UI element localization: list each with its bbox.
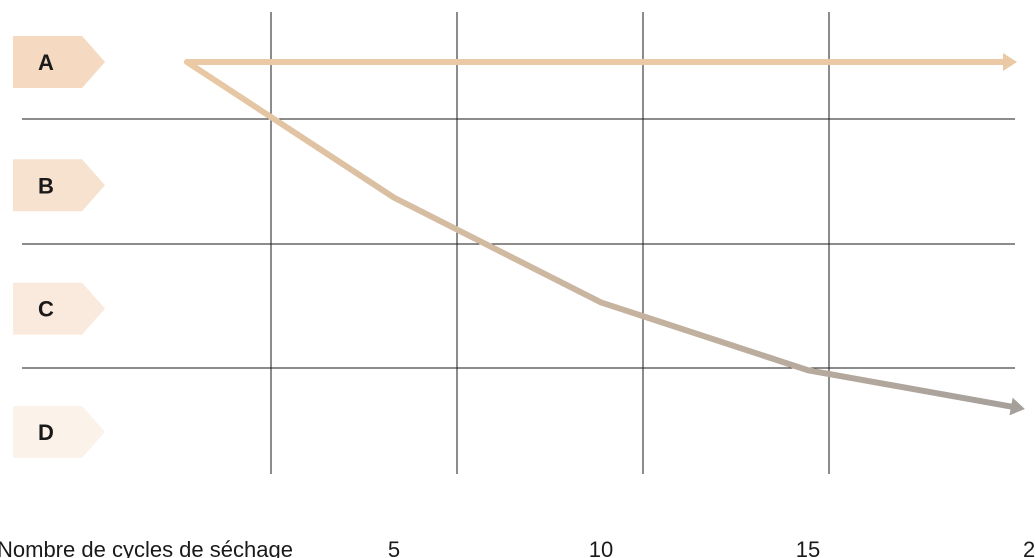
series-lines bbox=[184, 53, 1025, 416]
category-labels: A B C D bbox=[13, 36, 105, 458]
x-tick-label-20: 20 bbox=[1023, 537, 1035, 558]
category-label-a: A bbox=[38, 50, 54, 75]
series-arrow-decline bbox=[1009, 397, 1025, 416]
category-chevron-c bbox=[13, 282, 105, 335]
x-tick-label-15: 15 bbox=[796, 537, 820, 558]
category-label-d: D bbox=[38, 420, 54, 445]
category-chevron-a bbox=[13, 36, 105, 88]
x-tick-label-5: 5 bbox=[388, 537, 400, 558]
category-chevron-b bbox=[13, 159, 105, 212]
x-axis-label: Nombre de cycles de séchage bbox=[0, 537, 293, 558]
category-label-c: C bbox=[38, 297, 54, 322]
series-arrow-a bbox=[1003, 53, 1017, 71]
grid bbox=[22, 12, 1015, 474]
x-tick-label-10: 10 bbox=[589, 537, 613, 558]
x-axis: Nombre de cycles de séchage 5 10 15 20 bbox=[0, 537, 1035, 558]
category-label-b: B bbox=[38, 173, 54, 198]
series-line-decline bbox=[184, 59, 1015, 410]
category-chevron-d bbox=[13, 405, 105, 458]
